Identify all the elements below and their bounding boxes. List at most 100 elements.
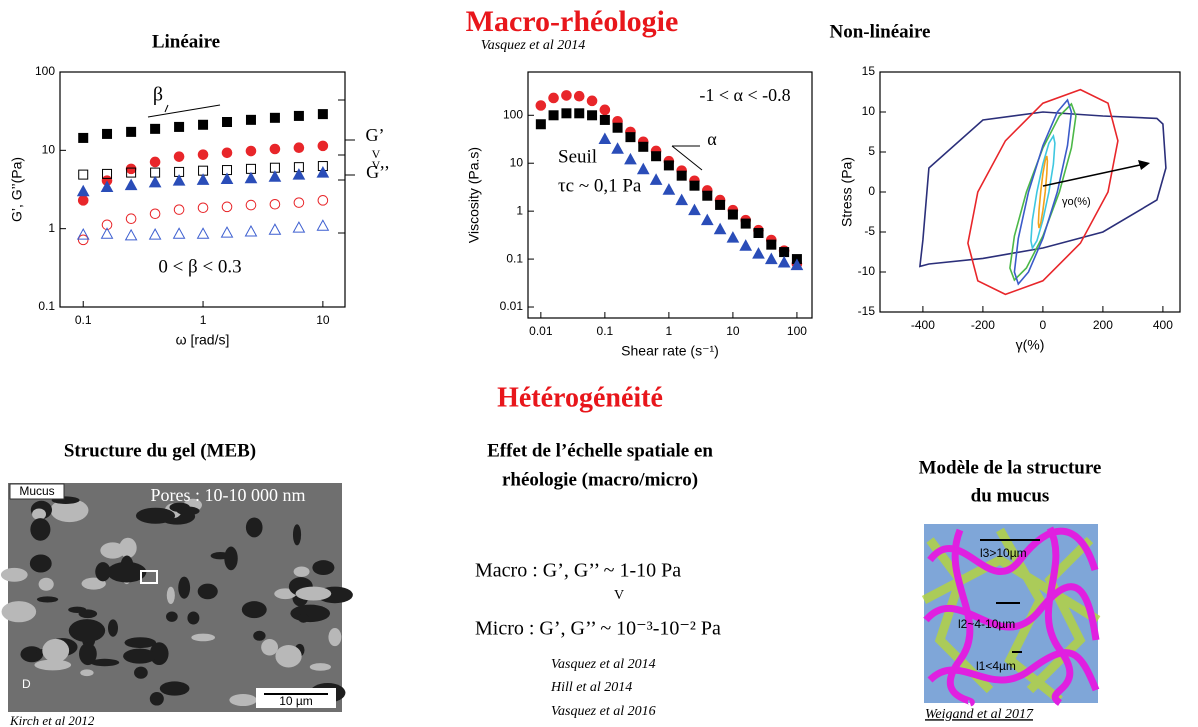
marker bbox=[586, 95, 598, 107]
marker bbox=[700, 213, 714, 226]
marker bbox=[293, 142, 305, 154]
annotation: τc ~ 0,1 Pa bbox=[558, 175, 642, 196]
marker bbox=[220, 172, 234, 185]
y-tick-label: 0.01 bbox=[500, 299, 524, 313]
image-label: Mucus bbox=[19, 484, 54, 498]
marker bbox=[715, 199, 726, 210]
image-label: l2~4-10µm bbox=[958, 617, 1015, 631]
marker bbox=[777, 255, 791, 268]
marker bbox=[100, 227, 114, 239]
marker bbox=[317, 109, 328, 120]
marker bbox=[573, 90, 585, 102]
x-tick-label: 1 bbox=[200, 313, 207, 327]
chart-title: Non-linéaire bbox=[830, 21, 931, 42]
y-tick-label: 10 bbox=[510, 155, 524, 169]
marker bbox=[662, 183, 676, 195]
marker bbox=[675, 193, 689, 206]
y-tick-label: 15 bbox=[862, 64, 876, 78]
marker bbox=[244, 224, 258, 237]
zoom-box bbox=[140, 570, 158, 584]
marker bbox=[740, 218, 751, 229]
marker bbox=[688, 203, 701, 216]
marker bbox=[102, 128, 113, 139]
y-tick-label: 1 bbox=[48, 221, 55, 235]
decoration bbox=[671, 145, 703, 171]
marker bbox=[779, 247, 790, 258]
x-tick-label: 0.1 bbox=[75, 313, 92, 327]
annotation: G’’ bbox=[366, 162, 390, 182]
marker bbox=[197, 149, 209, 160]
marker bbox=[124, 228, 138, 241]
marker bbox=[293, 197, 305, 208]
sem-image bbox=[0, 483, 353, 712]
loop bbox=[967, 88, 1119, 296]
annotation: V bbox=[372, 158, 381, 172]
marker bbox=[245, 114, 256, 125]
x-tick-label: 10 bbox=[726, 324, 740, 338]
marker bbox=[245, 145, 257, 157]
marker bbox=[713, 222, 727, 235]
marker bbox=[548, 92, 559, 104]
x-tick-label: 0.1 bbox=[597, 324, 614, 338]
marker bbox=[726, 231, 740, 243]
section-title: Macro-rhéologie bbox=[466, 5, 679, 38]
y-axis-label: Viscosity (Pa.s) bbox=[466, 147, 482, 243]
chart: -400 -200 0 200 400 -15 -10 -5 0 5 10 15 γ(%) Stress … bbox=[839, 64, 1181, 353]
y-tick-label: 100 bbox=[35, 64, 55, 78]
marker bbox=[611, 142, 624, 154]
comparison: V bbox=[614, 588, 624, 603]
marker bbox=[764, 252, 778, 265]
marker bbox=[598, 132, 612, 145]
y-tick-label: 10 bbox=[862, 104, 876, 118]
x-tick-label: 1 bbox=[666, 324, 673, 338]
x-axis-label: Shear rate (s⁻¹) bbox=[621, 343, 719, 359]
x-tick-label: -200 bbox=[971, 318, 995, 332]
marker bbox=[625, 132, 636, 143]
y-tick-label: -15 bbox=[858, 304, 876, 318]
loop bbox=[1030, 133, 1056, 251]
annotation: Seuil bbox=[558, 146, 597, 167]
marker bbox=[599, 104, 611, 116]
loop bbox=[1013, 98, 1073, 286]
marker bbox=[125, 163, 137, 175]
marker bbox=[702, 190, 713, 201]
marker bbox=[149, 156, 161, 168]
x-tick-label: 100 bbox=[787, 324, 807, 338]
y-tick-label: -5 bbox=[864, 224, 875, 238]
plot-frame bbox=[527, 71, 813, 319]
arrow bbox=[1042, 164, 1141, 187]
marker bbox=[221, 147, 233, 159]
marker bbox=[766, 239, 777, 250]
marker bbox=[148, 228, 162, 240]
reference: Kirch et al 2012 bbox=[9, 713, 95, 727]
x-tick-label: 0.01 bbox=[529, 324, 553, 338]
x-tick-label: 400 bbox=[1153, 318, 1173, 332]
marker bbox=[174, 121, 185, 132]
annotation: α bbox=[707, 129, 717, 149]
marker bbox=[268, 223, 282, 235]
annotation: G’ bbox=[366, 125, 385, 145]
annotation: γo(%) bbox=[1062, 196, 1091, 208]
reference: Hill et al 2014 bbox=[550, 680, 632, 695]
x-axis-label: γ(%) bbox=[1016, 337, 1045, 353]
marker bbox=[198, 119, 209, 130]
scale-label: 10 µm bbox=[279, 694, 313, 708]
marker bbox=[76, 184, 90, 197]
section-title: Hétérogénéité bbox=[497, 382, 663, 413]
decoration bbox=[147, 104, 221, 118]
marker bbox=[149, 208, 161, 220]
marker bbox=[172, 227, 186, 239]
loop bbox=[918, 111, 1167, 268]
marker bbox=[173, 151, 185, 162]
statement: Macro : G’, G’’ ~ 1-10 Pa bbox=[475, 560, 681, 582]
y-tick-label: 0 bbox=[868, 184, 875, 198]
loop bbox=[1037, 155, 1049, 229]
marker bbox=[150, 123, 161, 134]
marker bbox=[221, 201, 233, 213]
marker bbox=[689, 180, 700, 191]
decoration bbox=[338, 99, 355, 181]
marker bbox=[269, 112, 280, 123]
image-label: l1<4µm bbox=[976, 659, 1016, 673]
marker bbox=[244, 171, 258, 184]
